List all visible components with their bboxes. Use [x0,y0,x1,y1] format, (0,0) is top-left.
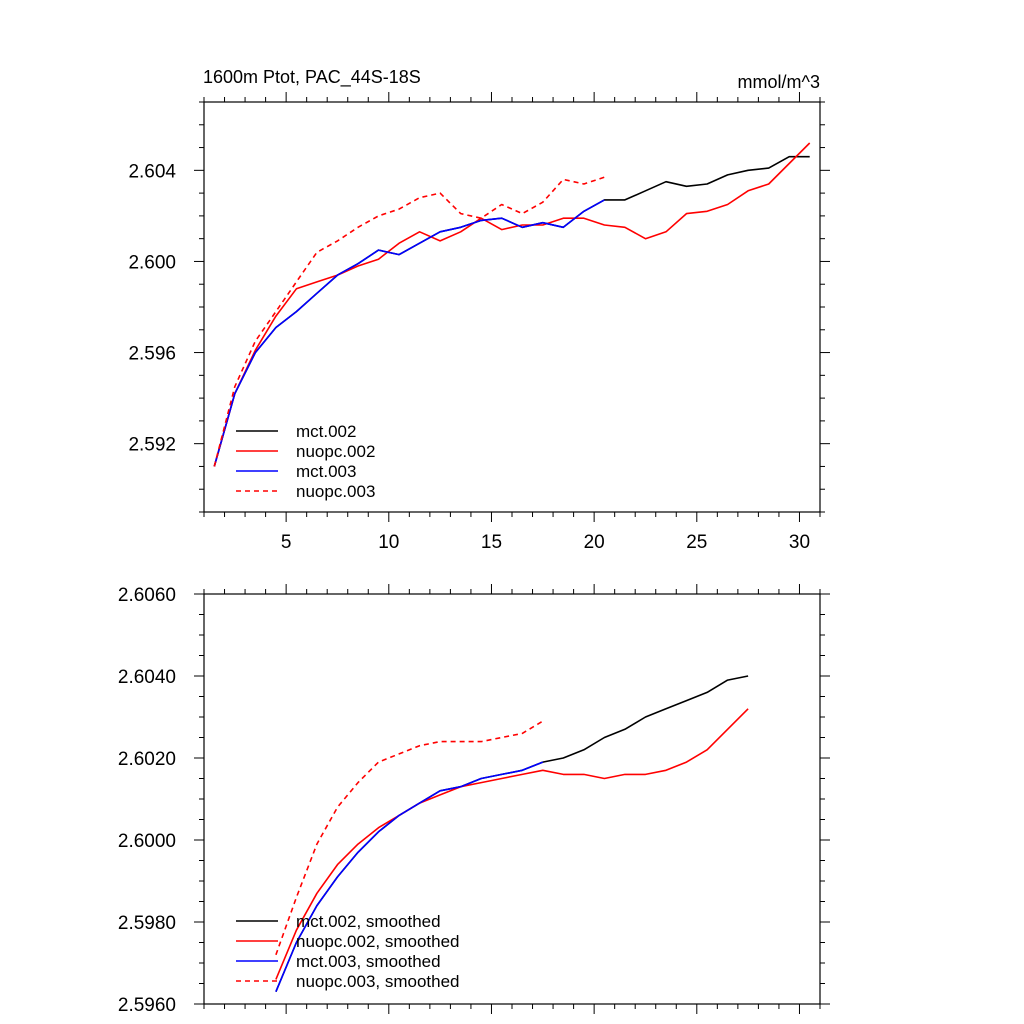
y-tick-label: 2.6020 [118,749,176,770]
legend-label-nuopc-002: nuopc.002 [296,442,375,461]
x-tick-label: 10 [378,532,399,553]
y-tick-label: 2.6000 [118,831,176,852]
y-tick-label: 2.592 [128,435,176,456]
bottom-panel-series [275,675,749,993]
series-line-mct-003-smoothed [275,761,544,993]
y-tick-label: 2.596 [128,344,176,365]
bottom-panel: 2.5960 2.5980 2.6000 2.6020 2.6040 2.6060 mct… [118,584,830,1016]
legend-label-nuopc-003: nuopc.003 [296,482,375,501]
legend-label-nuopc-002-smoothed: nuopc.002, smoothed [296,932,460,951]
top-panel-ticks: 5 10 15 20 25 30 2.592 2.596 2.600 2.604 [128,92,830,553]
x-tick-label: 15 [481,532,502,553]
top-panel-frame [203,101,821,513]
top-panel: 1600m Ptot, PAC_44S-18S mmol/m^3 5 10 15 20… [128,67,830,553]
top-panel-title: 1600m Ptot, PAC_44S-18S [203,67,421,88]
bottom-panel-legend: mct.002, smoothed nuopc.002, smoothed mc… [236,912,460,991]
y-tick-label: 2.604 [128,161,176,182]
legend-label-nuopc-003-smoothed: nuopc.003, smoothed [296,972,460,991]
legend-label-mct-002: mct.002 [296,422,356,441]
x-tick-label: 20 [584,532,605,553]
y-tick-label: 2.6060 [118,585,176,606]
series-line-nuopc-002-smoothed [275,708,749,980]
bottom-panel-ticks: 2.5960 2.5980 2.6000 2.6020 2.6040 2.6060 [118,584,830,1016]
y-tick-label: 2.6040 [118,667,176,688]
top-panel-units: mmol/m^3 [738,72,820,92]
x-tick-label: 30 [789,532,810,553]
series-line-nuopc-002 [213,142,811,467]
top-panel-series [213,142,811,467]
legend-label-mct-003-smoothed: mct.003, smoothed [296,952,441,971]
bottom-panel-frame [203,593,821,1005]
x-tick-label: 25 [686,532,707,553]
series-line-nuopc-003-smoothed [275,720,544,956]
legend-label-mct-003: mct.003 [296,462,356,481]
y-tick-label: 2.600 [128,252,176,273]
y-tick-label: 2.5980 [118,913,176,934]
y-tick-label: 2.5960 [118,995,176,1016]
legend-label-mct-002-smoothed: mct.002, smoothed [296,912,441,931]
series-line-mct-003 [213,199,605,467]
x-tick-label: 5 [281,532,292,553]
top-panel-legend: mct.002 nuopc.002 mct.003 nuopc.003 [236,422,375,501]
series-line-nuopc-003 [213,176,605,467]
